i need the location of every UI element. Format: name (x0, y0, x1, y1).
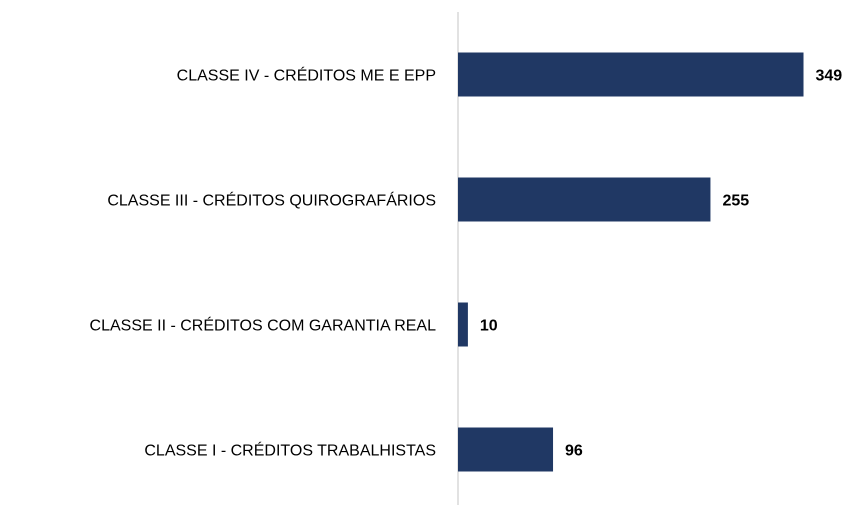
value-label: 349 (816, 68, 843, 85)
bar (458, 177, 711, 222)
value-label: 255 (722, 193, 749, 210)
value-label: 96 (565, 443, 583, 460)
bar (458, 52, 804, 97)
category-label: CLASSE II - CRÉDITOS COM GARANTIA REAL (90, 316, 437, 335)
category-label: CLASSE I - CRÉDITOS TRABALHISTAS (144, 441, 436, 460)
category-label: CLASSE IV - CRÉDITOS ME E EPP (177, 66, 436, 85)
bar (458, 427, 554, 472)
bar (458, 302, 468, 347)
category-label: CLASSE III - CRÉDITOS QUIROGRAFÁRIOS (107, 191, 436, 210)
value-label: 10 (480, 318, 498, 335)
